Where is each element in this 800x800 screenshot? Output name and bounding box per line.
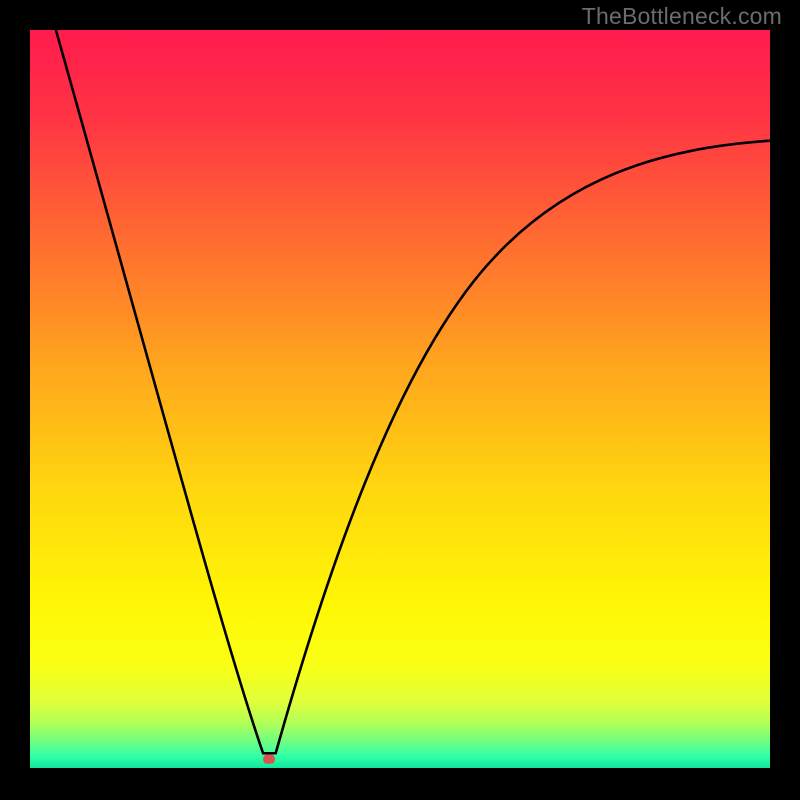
watermark-text: TheBottleneck.com <box>582 3 782 30</box>
optimum-marker <box>263 755 275 764</box>
bottleneck-curve-chart <box>0 0 800 800</box>
plot-background <box>30 30 770 768</box>
chart-container: TheBottleneck.com <box>0 0 800 800</box>
